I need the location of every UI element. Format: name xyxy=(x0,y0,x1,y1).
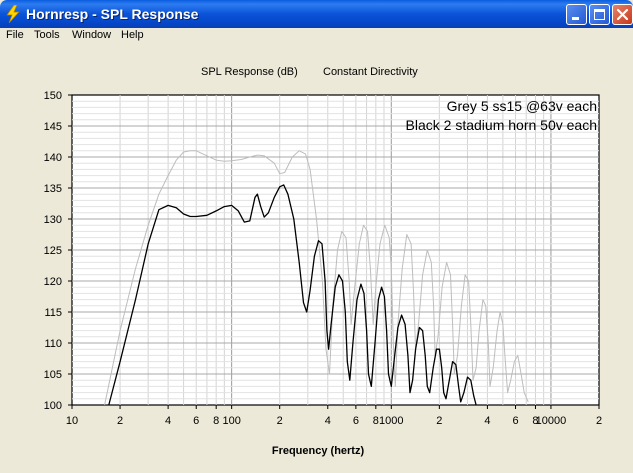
minimize-button[interactable] xyxy=(566,4,587,25)
y-tick-label: 115 xyxy=(44,307,62,319)
x-tick-label: 8 xyxy=(373,415,379,427)
y-tick-label: 135 xyxy=(44,183,62,195)
close-button[interactable] xyxy=(612,4,633,25)
close-icon xyxy=(616,8,629,21)
series-line-black xyxy=(108,184,477,406)
x-tick-label: 8 xyxy=(213,415,219,427)
menu-window[interactable]: Window xyxy=(72,29,112,41)
y-tick-label: 125 xyxy=(44,245,62,257)
minimize-icon xyxy=(572,17,579,20)
x-axis-label: Frequency (hertz) xyxy=(272,445,365,457)
y-tick-label: 130 xyxy=(44,214,62,226)
x-tick-label: 6 xyxy=(353,415,359,427)
legend-black-label: Black 2 stadium horn 50v each xyxy=(406,117,597,133)
chart-header-right: Constant Directivity xyxy=(323,66,418,78)
legend-grey-label: Grey 5 ss15 @63v each xyxy=(447,98,597,114)
x-tick-label: 6 xyxy=(512,415,518,427)
x-tick-label: 8 xyxy=(532,415,538,427)
window-title: Hornresp - SPL Response xyxy=(26,6,199,22)
y-tick-label: 110 xyxy=(44,338,62,350)
x-tick-label: 2 xyxy=(277,415,283,427)
lightning-icon xyxy=(6,5,20,23)
x-tick-label: 10 xyxy=(66,415,78,427)
menu-file[interactable]: File xyxy=(6,29,24,41)
x-tick-label: 10000 xyxy=(536,415,567,427)
y-tick-label: 150 xyxy=(44,90,62,102)
x-tick-label: 6 xyxy=(193,415,199,427)
x-tick-label: 4 xyxy=(165,415,171,427)
x-tick-label: 2 xyxy=(436,415,442,427)
x-tick-label: 100 xyxy=(222,415,240,427)
chart-header-left: SPL Response (dB) xyxy=(201,66,298,78)
x-tick-label: 2 xyxy=(117,415,123,427)
menu-bar: File Tools Window Help xyxy=(0,28,633,46)
y-tick-label: 145 xyxy=(44,121,62,133)
x-tick-label: 1000 xyxy=(379,415,403,427)
y-tick-label: 140 xyxy=(44,152,62,164)
maximize-icon xyxy=(594,9,605,20)
menu-tools[interactable]: Tools xyxy=(34,29,60,41)
x-tick-label: 2 xyxy=(596,415,602,427)
title-bar[interactable]: Hornresp - SPL Response xyxy=(0,0,633,28)
menu-help[interactable]: Help xyxy=(121,29,144,41)
y-tick-label: 105 xyxy=(44,369,62,381)
x-tick-label: 4 xyxy=(484,415,490,427)
series-line-grey xyxy=(104,150,529,406)
y-tick-label: 120 xyxy=(44,276,62,288)
x-tick-label: 4 xyxy=(325,415,331,427)
maximize-button[interactable] xyxy=(589,4,610,25)
y-tick-label: 100 xyxy=(44,400,62,412)
